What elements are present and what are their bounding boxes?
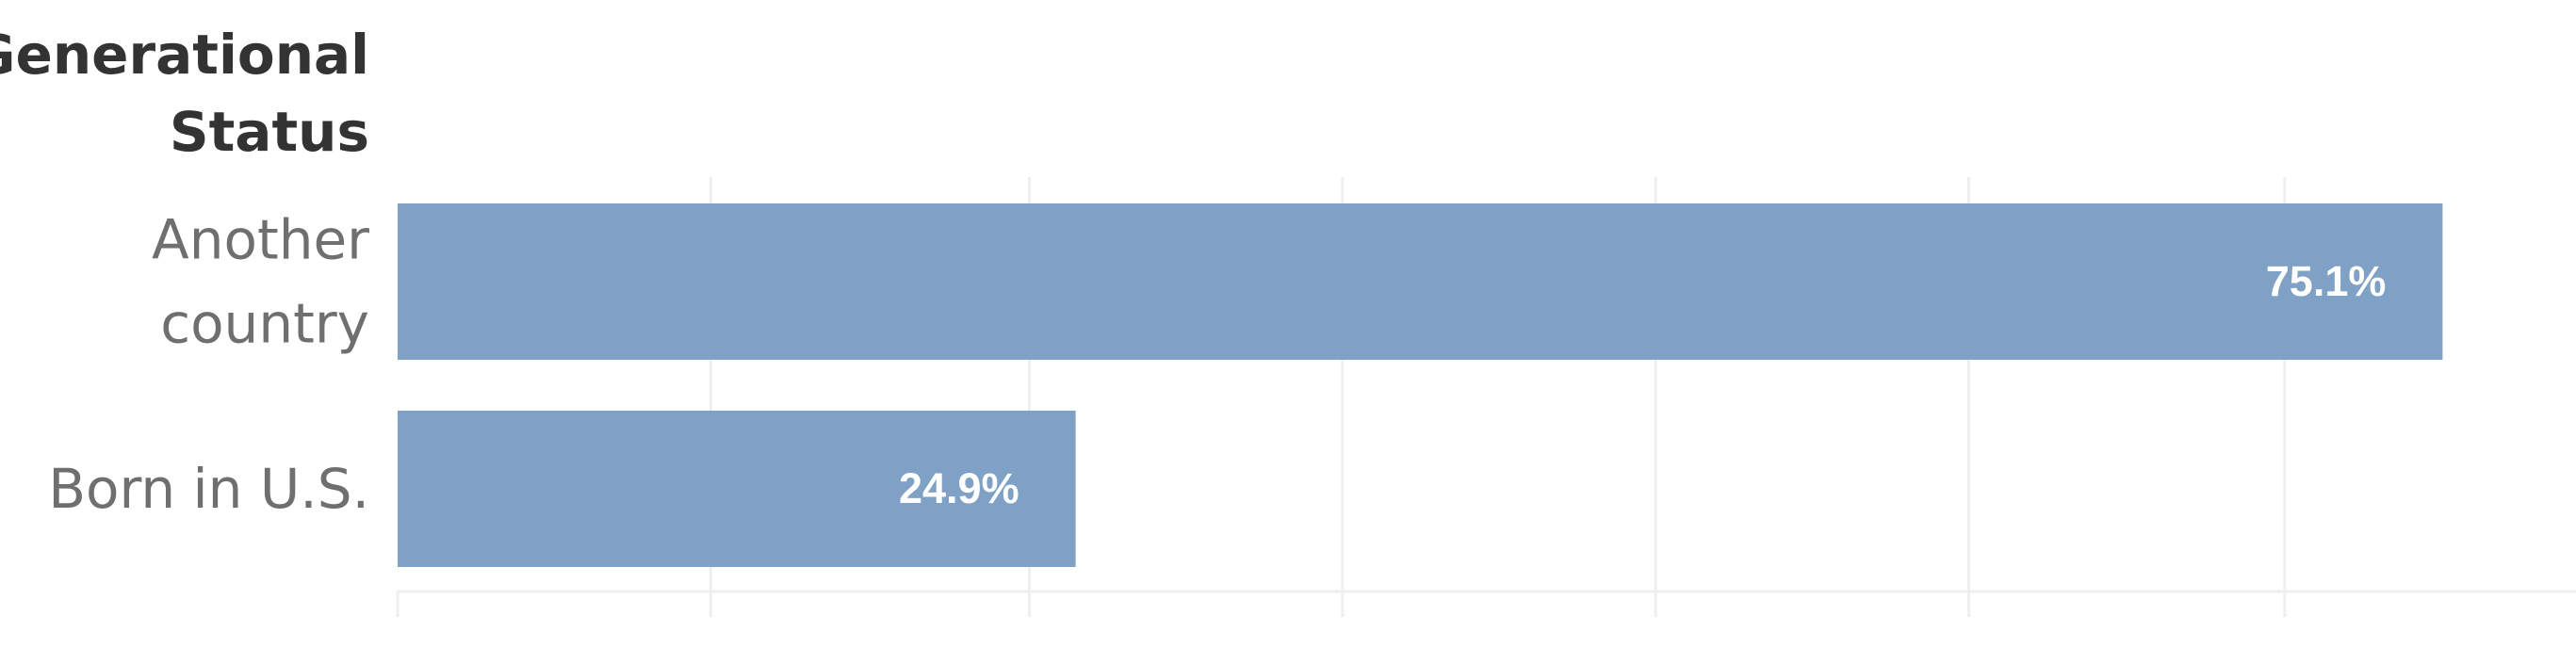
category-label: Born in U.S. [48,457,369,521]
bars-layer [398,203,2443,567]
category-label: country [160,292,369,356]
row-header-title: Generational [0,23,369,87]
row-header-title: Status [170,100,369,164]
bar-value-label: 24.9% [899,464,1019,512]
labels-layer: 75.1% Another country 24.9% Born in U.S. [48,208,2386,522]
bar [398,203,2443,360]
bar-value-label: 75.1% [2266,257,2387,305]
bar [398,411,1076,567]
category-label: Another [152,208,369,272]
header-layer: Generational Status [0,23,369,164]
